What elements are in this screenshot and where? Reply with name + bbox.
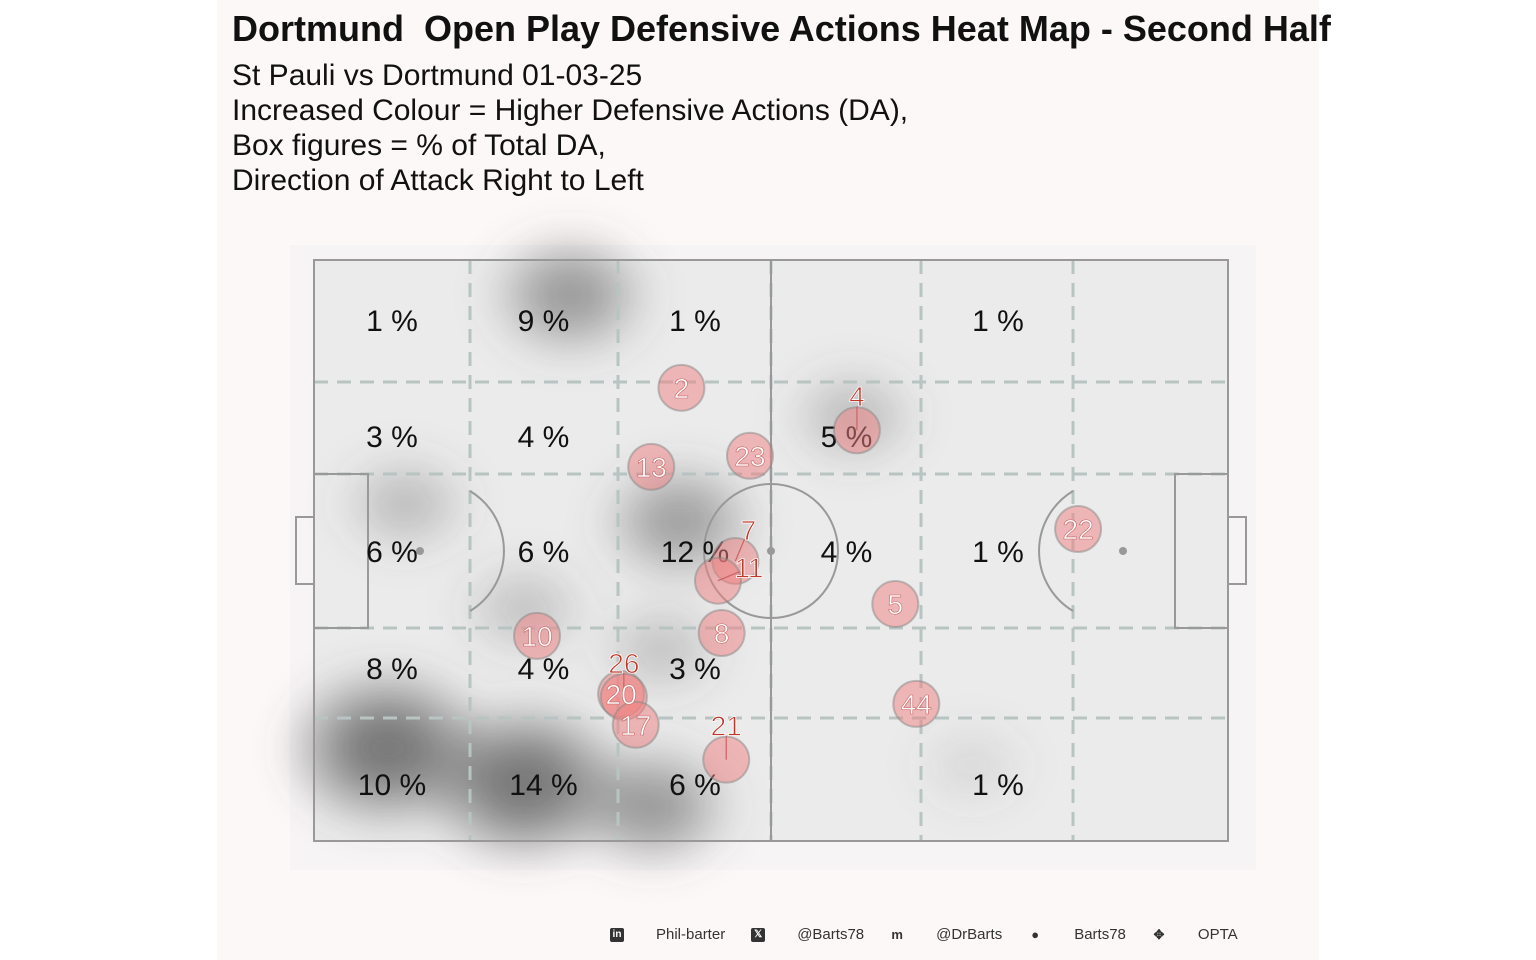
- zone-percent-label: 1 %: [972, 769, 1024, 802]
- centre-spot: [767, 547, 775, 555]
- zone-percent-label: 6 %: [366, 536, 418, 569]
- player-number: 11: [734, 553, 763, 584]
- zone-percent-label: 9 %: [518, 305, 570, 338]
- zone-percent-label: 4 %: [821, 536, 873, 569]
- player-marker[interactable]: [892, 679, 941, 728]
- left-goal: [295, 516, 315, 585]
- player-number: 26: [608, 648, 639, 679]
- footer-credit-label: OPTA: [1197, 926, 1238, 943]
- player-number: 21: [711, 711, 742, 742]
- density-blob: [342, 712, 432, 784]
- zone-percent-labels: 1 %9 %1 %1 %3 %4 %5 %6 %6 %12 %4 %1 %8 %…: [358, 305, 1024, 802]
- player-number: 10: [521, 621, 552, 652]
- density-blob: [532, 266, 608, 324]
- footer-credit-label: @DrBarts: [936, 926, 1003, 943]
- subtitle-line: Direction of Attack Right to Left: [232, 164, 644, 197]
- left-penalty-spot: [416, 547, 424, 555]
- player-number: 44: [901, 689, 932, 720]
- player-number: 7: [741, 515, 757, 546]
- player-label-leader: [734, 539, 746, 562]
- player-number: 8: [714, 618, 730, 649]
- subtitle-line: St Pauli vs Dortmund 01-03-25: [232, 59, 643, 92]
- player-number: 2: [674, 373, 690, 404]
- github-icon: ●: [1031, 926, 1040, 942]
- zone-percent-label: 10 %: [358, 769, 426, 802]
- footer-credit-label: Barts78: [1074, 926, 1126, 943]
- player-number: 20: [606, 679, 637, 710]
- zone-percent-label: 8 %: [366, 653, 418, 686]
- player-marker[interactable]: [627, 442, 676, 491]
- player-number: 17: [620, 710, 651, 741]
- player-label-leader: [717, 571, 740, 582]
- player-marker[interactable]: [697, 609, 746, 658]
- x-twitter-icon: 𝕏: [751, 927, 766, 942]
- mastodon-icon: m: [891, 926, 903, 942]
- pitch-markings: [295, 259, 1247, 842]
- zone-percent-label: 4 %: [518, 421, 570, 454]
- player-number: 4: [849, 381, 865, 412]
- player-marker[interactable]: [513, 611, 562, 660]
- zone-percent-label: 1 %: [366, 305, 418, 338]
- zone-percent-label: 6 %: [518, 536, 570, 569]
- left-penalty-arc: [469, 490, 505, 612]
- density-blob: [479, 747, 570, 819]
- zone-percent-label: 14 %: [509, 769, 577, 802]
- density-blob: [374, 480, 437, 529]
- footer-credit-label: @Barts78: [797, 926, 865, 943]
- player-number: 23: [734, 441, 765, 472]
- zone-percent-label: 3 %: [669, 653, 721, 686]
- density-blob: [944, 744, 1000, 787]
- player-number: 5: [888, 589, 904, 620]
- player-label-leaders: [623, 406, 858, 760]
- right-goal: [1227, 516, 1247, 585]
- centre-circle: [703, 483, 839, 619]
- linkedin-icon: in: [610, 927, 624, 942]
- player-marker[interactable]: [1054, 505, 1103, 554]
- density-blob: [643, 493, 716, 550]
- chart-title: Dortmund Open Play Defensive Actions Hea…: [232, 8, 1331, 49]
- player-marker[interactable]: [611, 700, 660, 749]
- zone-percent-label: 1 %: [972, 536, 1024, 569]
- dropbox-icon: ✥: [1153, 926, 1165, 942]
- density-blob: [615, 777, 690, 835]
- right-penalty-arc: [1038, 490, 1074, 612]
- player-number: 22: [1063, 514, 1094, 545]
- subtitle-line: Increased Colour = Higher Defensive Acti…: [232, 94, 909, 127]
- footer-credits: in Phil-barter 𝕏 @Barts78 m @DrBarts ● Barts78 ✥…: [610, 926, 1238, 943]
- subtitle-line: Box figures = % of Total DA,: [232, 129, 606, 162]
- zone-percent-label: 3 %: [366, 421, 418, 454]
- player-number: 13: [636, 452, 667, 483]
- player-marker[interactable]: [871, 579, 920, 628]
- density-blob: [630, 626, 692, 673]
- footer-credit-label: Phil-barter: [656, 926, 726, 943]
- player-marker[interactable]: [657, 363, 706, 412]
- right-penalty-spot: [1119, 547, 1127, 555]
- zone-percent-label: 1 %: [669, 305, 721, 338]
- player-marker[interactable]: [725, 431, 774, 480]
- zone-percent-label: 1 %: [972, 305, 1024, 338]
